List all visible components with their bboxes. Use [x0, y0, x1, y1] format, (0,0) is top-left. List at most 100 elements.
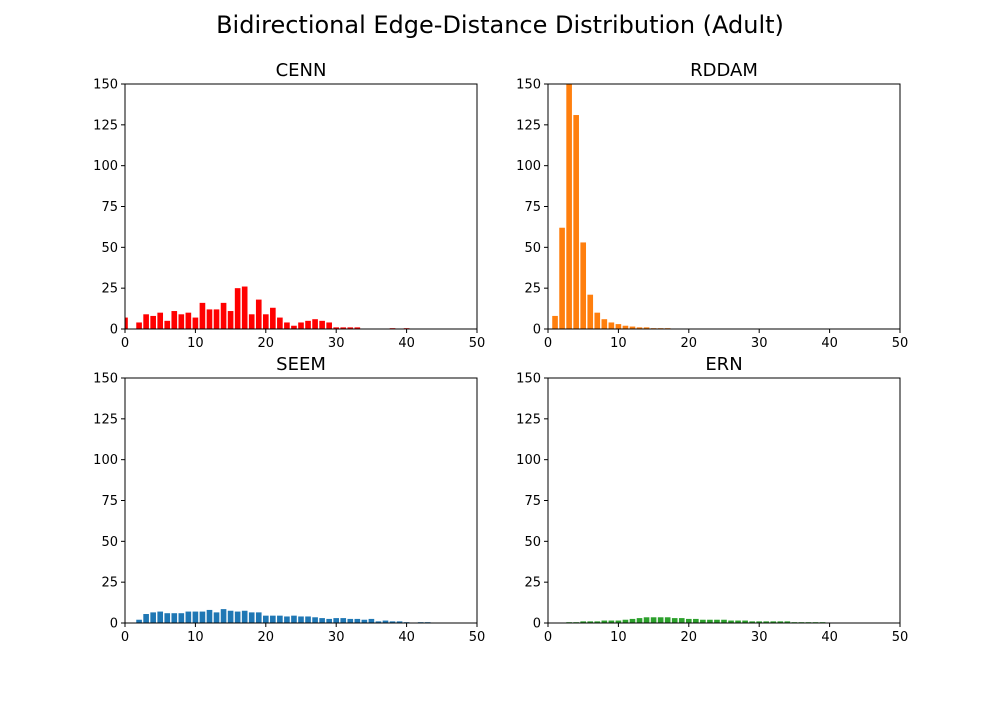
bar — [248, 612, 255, 623]
x-tick-label: 40 — [398, 630, 415, 645]
bar — [707, 619, 713, 623]
x-tick-label: 10 — [187, 630, 204, 645]
x-tick-label: 50 — [469, 630, 486, 645]
bar — [594, 312, 601, 329]
bar — [199, 611, 206, 623]
x-tick-label: 30 — [751, 630, 768, 645]
bar-group — [566, 617, 826, 623]
axes-frame — [547, 377, 901, 624]
bar — [333, 327, 340, 329]
bar — [594, 621, 601, 623]
subplot-seem: 0 10 20 30 40 50 0 25 50 75 100 125 150 SEEM — [93, 354, 485, 645]
y-tick-label: 25 — [524, 576, 541, 591]
bar — [636, 618, 643, 623]
bar — [587, 621, 594, 623]
bar — [234, 611, 241, 623]
bar — [164, 320, 171, 329]
bar — [622, 619, 629, 623]
bar — [213, 612, 220, 623]
y-tick-label: 25 — [101, 282, 118, 297]
x-tick-label: 20 — [258, 336, 275, 351]
bar — [650, 617, 657, 623]
bar — [657, 617, 664, 623]
y-tick-label: 125 — [93, 118, 118, 133]
subplot-title: ERN — [705, 354, 742, 375]
bar-group — [136, 609, 431, 623]
x-tick-label: 30 — [328, 336, 345, 351]
bar — [700, 619, 706, 623]
y-tick-label: 0 — [533, 617, 541, 632]
x-tick-label: 40 — [821, 630, 838, 645]
bar — [784, 621, 791, 623]
bar — [693, 618, 699, 623]
bar — [728, 620, 734, 623]
bar — [157, 312, 164, 329]
subplot-title: RDDAM — [690, 60, 758, 81]
axes-frame — [124, 83, 478, 330]
x-tick-label: 40 — [398, 336, 415, 351]
bar — [396, 621, 403, 623]
bar — [566, 84, 572, 329]
bar — [375, 621, 382, 623]
x-tick-label: 30 — [328, 630, 345, 645]
bar — [206, 609, 213, 623]
bar — [368, 618, 375, 623]
bar — [248, 314, 255, 329]
bar — [305, 616, 311, 623]
subplot-rddam: 0 10 20 30 40 50 0 25 50 75 100 125 150 RDDAM — [516, 60, 908, 351]
bar — [326, 322, 332, 329]
y-tick-label: 125 — [516, 118, 541, 133]
y-tick-label: 75 — [524, 494, 541, 509]
axes-frame — [124, 377, 478, 624]
bar — [312, 617, 318, 623]
bar — [333, 618, 340, 623]
x-tick-label: 30 — [751, 336, 768, 351]
y-tick-label: 0 — [110, 617, 118, 632]
bar — [685, 618, 692, 623]
bar — [206, 309, 213, 329]
bar — [185, 611, 192, 623]
bar — [636, 327, 643, 329]
bar — [150, 612, 156, 623]
bar — [354, 327, 361, 329]
bar — [777, 621, 784, 623]
bar — [262, 615, 269, 623]
bar — [580, 242, 587, 329]
bar — [552, 315, 558, 329]
y-tick-label: 125 — [516, 412, 541, 427]
bar — [298, 616, 304, 623]
bar — [643, 327, 650, 329]
bar — [291, 325, 297, 329]
bar — [291, 615, 297, 623]
bar — [763, 621, 770, 623]
y-tick-label: 150 — [93, 78, 118, 93]
bar — [643, 617, 650, 623]
bar — [171, 311, 178, 329]
x-tick-label: 20 — [681, 630, 698, 645]
y-tick-label: 100 — [93, 453, 118, 468]
figure-suptitle: Bidirectional Edge-Distance Distribution… — [216, 11, 784, 39]
bar — [721, 619, 727, 623]
y-tick-label: 0 — [533, 323, 541, 338]
x-tick-label: 40 — [821, 336, 838, 351]
bar — [241, 610, 248, 623]
bar — [382, 620, 389, 623]
bar — [277, 317, 283, 329]
y-tick-label: 25 — [101, 576, 118, 591]
bar — [150, 315, 156, 329]
y-tick-label: 150 — [516, 372, 541, 387]
bar — [587, 294, 594, 329]
bar — [270, 615, 276, 623]
bar — [312, 319, 318, 329]
bar — [601, 620, 608, 623]
bar — [143, 614, 149, 623]
bar — [178, 314, 185, 329]
y-tick-label: 150 — [516, 78, 541, 93]
bar — [608, 620, 615, 623]
bar — [361, 619, 368, 623]
bar — [678, 618, 685, 623]
bar — [298, 322, 304, 329]
bar — [136, 619, 142, 623]
bar — [284, 322, 290, 329]
